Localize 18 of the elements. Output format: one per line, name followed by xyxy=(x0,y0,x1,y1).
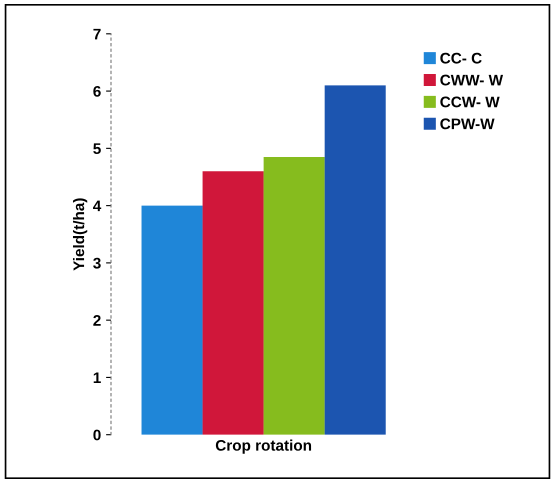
legend-label: CPW-W xyxy=(440,118,495,130)
legend-label: CC- C xyxy=(440,52,482,64)
bar xyxy=(264,156,325,435)
y-axis-title: Yield(t/ha) xyxy=(72,198,88,271)
y-tick-label: 0 xyxy=(93,430,101,440)
y-tick-label: 6 xyxy=(93,86,101,97)
bar xyxy=(324,85,386,435)
bar xyxy=(142,206,203,435)
y-tick-label: 5 xyxy=(93,143,101,154)
legend-label: CCW- W xyxy=(440,96,500,108)
x-axis-title: Crop rotation xyxy=(216,440,312,454)
y-tick-label: 7 xyxy=(93,28,101,40)
y-tick-label: 3 xyxy=(93,258,101,269)
y-tick-label: 1 xyxy=(94,372,101,383)
y-tick-label: 2 xyxy=(93,315,101,326)
legend-label: CWW- W xyxy=(440,74,504,86)
y-tick-label: 4 xyxy=(93,200,102,212)
bar xyxy=(202,171,264,435)
